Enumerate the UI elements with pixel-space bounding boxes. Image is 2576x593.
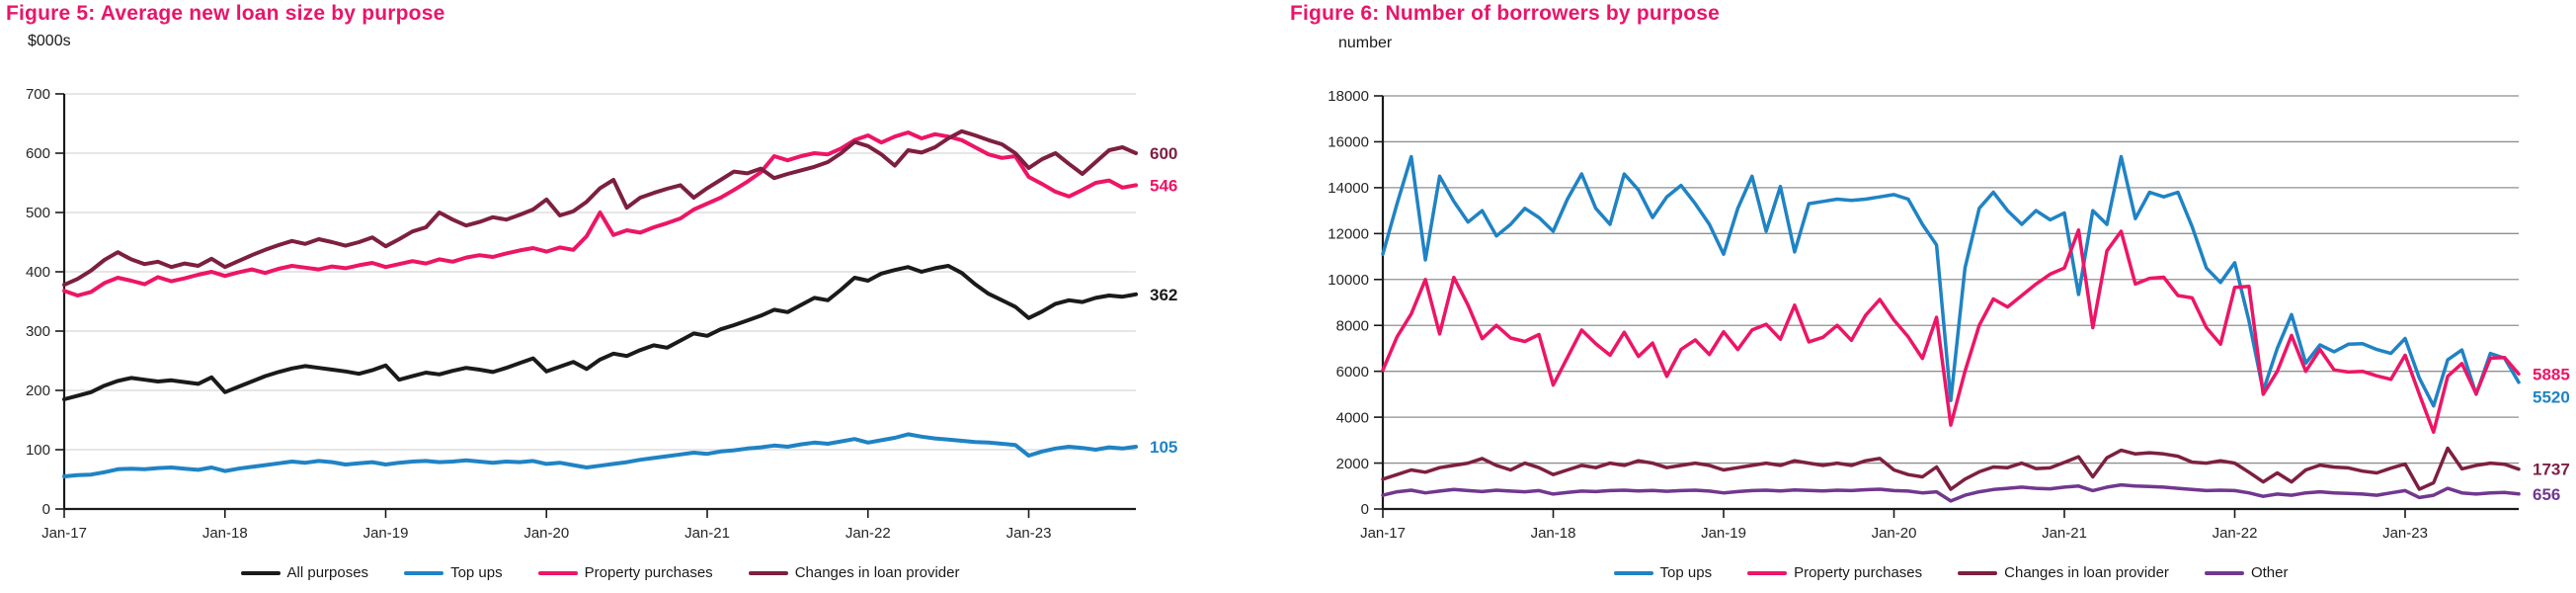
series-line-top-ups <box>62 432 1138 478</box>
y-tick-label: 10000 <box>1328 272 1369 289</box>
series-line-all-purposes <box>62 264 1138 401</box>
legend-label: Changes in loan provider <box>794 564 960 581</box>
figure6-plot-area: 0 2000 4000 6000 8000 10000 12000 14000 16000 180… <box>1328 88 2570 542</box>
y-tick-label: 0 <box>1361 501 1369 518</box>
figure6-legend: Top ups Property purchases Changes in loan… <box>1284 564 2576 581</box>
legend-label: Changes in loan provider <box>2004 564 2169 581</box>
legend-swatch <box>1747 570 1788 575</box>
end-value-label: 546 <box>1150 176 1177 195</box>
y-tick-label: 700 <box>26 86 50 103</box>
x-tick-label: Jan-23 <box>1006 525 1052 542</box>
legend-label: Property purchases <box>1794 564 1923 581</box>
y-tick-label: 400 <box>26 264 50 281</box>
legend-item-top-ups: Top ups <box>404 564 503 581</box>
figure5-title: Figure 5: Average new loan size by purpo… <box>6 2 445 25</box>
legend-item-changes-in-loan-provider: Changes in loan provider <box>748 564 960 581</box>
x-tick-label: Jan-23 <box>2382 525 2428 542</box>
y-tick-label: 200 <box>26 382 50 399</box>
y-tick-label: 12000 <box>1328 226 1369 243</box>
figure5-card: Figure 5: Average new loan size by purpo… <box>0 0 1284 593</box>
y-tick-label: 16000 <box>1328 134 1369 151</box>
legend-label: Top ups <box>1659 564 1713 581</box>
y-tick-label: 300 <box>26 323 50 340</box>
y-tick-label: 4000 <box>1336 409 1369 426</box>
x-tick-label: Jan-18 <box>1531 525 1576 542</box>
x-tick-label: Jan-21 <box>684 525 730 542</box>
figure5-y-unit-label: $000s <box>28 33 71 49</box>
series-line-other <box>1381 482 2521 503</box>
y-tick-label: 100 <box>26 442 50 459</box>
x-tick-label: Jan-22 <box>845 525 891 542</box>
legend-item-changes-in-loan-provider: Changes in loan provider <box>1958 564 2169 581</box>
series-line-changes-in-loan-provider <box>1381 446 2521 491</box>
x-tick-label: Jan-17 <box>1360 525 1406 542</box>
legend-item-all-purposes: All purposes <box>240 564 369 581</box>
y-tick-label: 500 <box>26 205 50 221</box>
x-tick-label: Jan-20 <box>523 525 569 542</box>
figure6-card: Figure 6: Number of borrowers by purpose… <box>1284 0 2576 593</box>
series-line-property-purchases <box>1381 228 2521 434</box>
legend-label: Other <box>2250 564 2289 581</box>
y-tick-label: 18000 <box>1328 88 1369 105</box>
figure6-title: Figure 6: Number of borrowers by purpose <box>1290 2 1721 25</box>
y-tick-label: 14000 <box>1328 180 1369 197</box>
end-value-label: 105 <box>1150 438 1177 457</box>
x-tick-label: Jan-21 <box>2042 525 2087 542</box>
legend-swatch <box>537 570 578 575</box>
legend-swatch <box>2204 570 2244 575</box>
legend-label: Top ups <box>450 564 503 581</box>
figure5-plot-area: 0 100 200 300 400 500 600 700 Jan-17 Jan-18 Jan-19… <box>26 86 1177 542</box>
x-tick-label: Jan-22 <box>2213 525 2258 542</box>
end-value-label: 5885 <box>2533 365 2570 383</box>
y-tick-label: 2000 <box>1336 456 1369 472</box>
figure5-legend: All purposes Top ups Property purchases Cha… <box>0 564 1284 581</box>
y-tick-label: 8000 <box>1336 317 1369 334</box>
legend-swatch <box>240 570 281 575</box>
series-line-top-ups <box>1381 154 2521 408</box>
end-value-label: 600 <box>1150 144 1177 163</box>
legend-item-property-purchases: Property purchases <box>537 564 713 581</box>
y-tick-label: 600 <box>26 145 50 162</box>
legend-swatch <box>1613 570 1653 575</box>
legend-item-property-purchases: Property purchases <box>1747 564 1922 581</box>
figure6-y-unit-label: number <box>1338 35 1393 51</box>
end-value-label: 656 <box>2533 485 2560 504</box>
series-line-property-purchases <box>62 130 1138 297</box>
legend-swatch <box>1958 570 1998 575</box>
series-line-changes-in-loan-provider <box>62 128 1138 288</box>
legend-item-top-ups: Top ups <box>1613 564 1713 581</box>
x-tick-label: Jan-20 <box>1872 525 1917 542</box>
x-tick-label: Jan-19 <box>363 525 409 542</box>
y-tick-label: 6000 <box>1336 364 1369 381</box>
end-value-label: 1737 <box>2533 461 2570 479</box>
legend-item-other: Other <box>2204 564 2289 581</box>
legend-label: Property purchases <box>584 564 713 581</box>
y-tick-label: 0 <box>42 501 50 518</box>
end-value-label: 5520 <box>2533 387 2570 406</box>
x-tick-label: Jan-19 <box>1701 525 1746 542</box>
x-tick-label: Jan-17 <box>41 525 87 542</box>
legend-label: All purposes <box>286 564 369 581</box>
legend-swatch <box>748 570 788 575</box>
legend-swatch <box>404 570 444 575</box>
x-tick-label: Jan-18 <box>202 525 248 542</box>
end-value-label: 362 <box>1150 286 1177 304</box>
